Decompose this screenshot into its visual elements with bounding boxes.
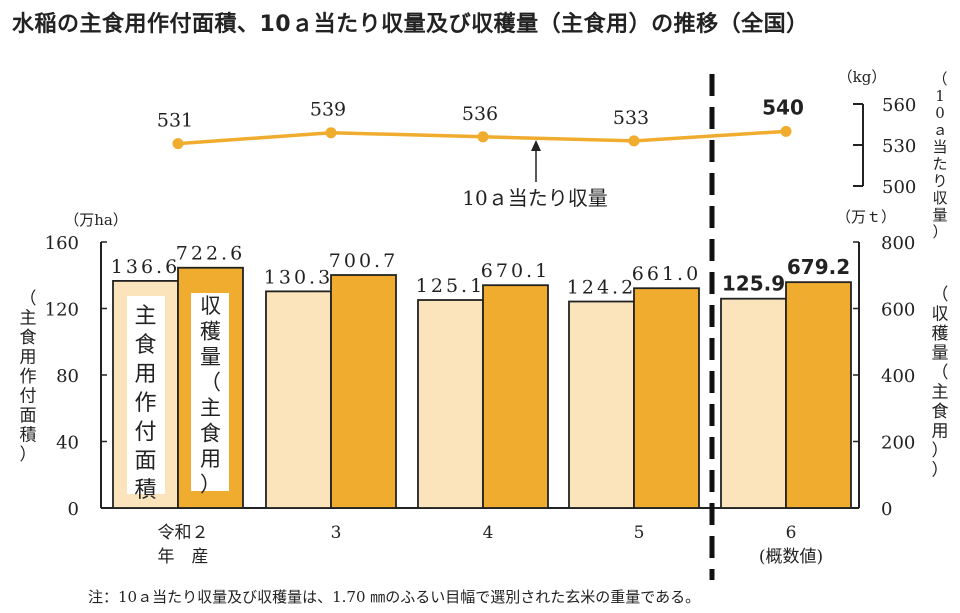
bar-area (417, 299, 484, 509)
left-axis-tick-label: 80 (56, 366, 79, 387)
bar-harvest-value-label: 661.0 (632, 263, 701, 285)
bar-area-value-label: 125.1 (416, 275, 485, 297)
x-axis-category-label: 6 (786, 523, 797, 543)
bar-harvest-value-label: 679.2 (787, 255, 850, 279)
bar-area-value-label: 130.3 (264, 266, 333, 288)
left-axis-tick-label: 40 (56, 433, 79, 454)
bar-harvest (633, 287, 700, 509)
right-axis-unit: （万ｔ） (836, 208, 896, 226)
legend-harvest-box (191, 293, 229, 491)
yield-point (325, 127, 337, 139)
left-axis-unit: （万ha） (64, 211, 128, 229)
left-axis-tick-label: 160 (45, 233, 79, 254)
chart-note: 注：10ａ当たり収量及び収穫量は、1.70 ㎜のふるい目幅で選別された玄米の重量… (88, 588, 701, 606)
yield-axis-title: （1 0 ａ当たり収量） (932, 70, 947, 241)
right-axis-title: （収穫量（主食用）） (932, 285, 949, 481)
bar-harvest (330, 274, 397, 509)
bar-area-value-label: 124.2 (567, 277, 636, 299)
yield-value-label: 533 (613, 107, 649, 129)
bar-area-value-label: 136.6 (111, 256, 180, 278)
x-axis-category-label: 年 産 (158, 547, 209, 567)
bar-harvest (482, 284, 549, 509)
right-axis-tick-label: 0 (881, 499, 892, 520)
left-axis-title: （主食用作付面積） (20, 289, 37, 465)
x-axis-category-label: 令和２ (158, 523, 209, 543)
chart-title: 水稲の主食用作付面積、10ａ当たり収量及び収穫量（主食用）の推移（全国） (12, 12, 809, 37)
bar-harvest (785, 281, 852, 509)
x-axis-category-label: 4 (483, 523, 494, 543)
yield-axis-tick-label: 560 (882, 95, 916, 116)
bar-area (720, 297, 787, 509)
yield-point (172, 138, 184, 150)
yield-value-label: 539 (310, 99, 346, 121)
yield-point (477, 131, 489, 143)
right-axis-tick-label: 800 (881, 233, 915, 254)
yield-value-label: 536 (462, 103, 498, 125)
bar-harvest-value-label: 700.7 (329, 250, 398, 272)
legend-area-box (127, 296, 165, 494)
bar-area (265, 290, 332, 509)
x-axis-category-label: (概数値) (759, 547, 823, 567)
left-axis-tick-label: 120 (45, 300, 79, 321)
yield-point (780, 125, 792, 137)
yield-value-label: 531 (157, 110, 193, 132)
yield-value-label: 540 (762, 95, 804, 119)
legend-area-label: 主食用作付面積 (134, 304, 156, 503)
annotation-arrow-head (531, 140, 541, 151)
yield-axis-tick-label: 500 (882, 177, 916, 198)
x-axis-category-label: 5 (634, 523, 645, 543)
right-axis-tick-label: 200 (881, 433, 915, 454)
yield-point (628, 135, 640, 147)
bar-harvest-value-label: 670.1 (481, 260, 550, 282)
right-axis-tick-label: 400 (881, 366, 915, 387)
legend-harvest-label: 収穫量（主食用） (200, 294, 221, 497)
yield-axis-unit: （kg） (838, 68, 887, 86)
bar-harvest-value-label: 722.6 (176, 243, 245, 265)
yield-axis-tick-label: 530 (882, 136, 916, 157)
bar-area-value-label: 125.9 (722, 272, 785, 296)
x-axis-category-label: 3 (331, 523, 342, 543)
yield-annotation: 10ａ当たり収量 (462, 186, 607, 210)
left-axis-tick-label: 0 (68, 499, 79, 520)
bar-area (568, 300, 635, 509)
right-axis-tick-label: 600 (881, 300, 915, 321)
